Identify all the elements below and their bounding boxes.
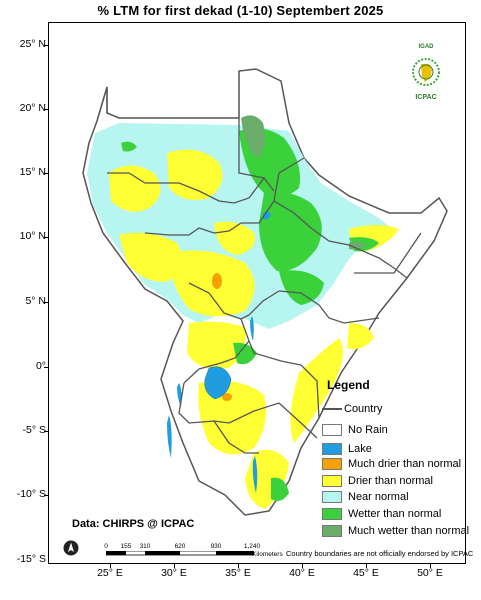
scale-unit: Kilometers — [252, 551, 283, 558]
legend-swatch — [322, 458, 342, 470]
scale-bar: 0 155 310 620 930 1,240 — [104, 543, 284, 563]
disclaimer: Country boundaries are not officially en… — [286, 549, 474, 558]
lat-label: 10° N — [19, 230, 46, 242]
legend-label: Lake — [348, 443, 372, 455]
map-frame — [48, 22, 466, 564]
lat-label: 15° N — [19, 166, 46, 178]
legend-title: Legend — [327, 378, 370, 392]
lon-label: 30° E — [161, 567, 187, 579]
legend-swatch — [322, 525, 342, 537]
legend-label: Drier than normal — [348, 475, 433, 487]
legend-label: Near normal — [348, 491, 409, 503]
lat-label: 5° N — [25, 295, 46, 307]
scale-label: 0 — [104, 543, 108, 550]
lon-label: 45° E — [353, 567, 379, 579]
lat-label: 20° N — [19, 102, 46, 114]
legend-item-wetter: Wetter than normal — [322, 507, 441, 521]
legend-item-near-normal: Near normal — [322, 490, 409, 504]
igad-emblem-icon — [412, 58, 440, 86]
map-title: % LTM for first dekad (1-10) Septembert … — [97, 3, 384, 18]
logo-bottom-text: ICPAC — [415, 94, 437, 101]
legend-item-lake: Lake — [322, 442, 372, 456]
lon-label: 50° E — [417, 567, 443, 579]
legend-swatch — [322, 508, 342, 520]
legend-item-drier: Drier than normal — [322, 474, 433, 488]
scale-label: 310 — [139, 543, 151, 550]
legend-label: Much drier than normal — [348, 458, 462, 470]
legend-swatch — [322, 443, 342, 455]
lat-label: -15° S — [16, 553, 46, 565]
country-line-symbol — [322, 408, 342, 410]
logo-top-text: IGAD — [418, 44, 434, 50]
lon-label: 40° E — [289, 567, 315, 579]
legend-swatch — [322, 491, 342, 503]
scale-label: 930 — [210, 543, 222, 550]
legend-label: Wetter than normal — [348, 508, 442, 520]
scale-label: 620 — [174, 543, 186, 550]
data-source: Data: CHIRPS @ ICPAC — [72, 518, 195, 530]
lon-label: 35° E — [225, 567, 251, 579]
legend-country: Country — [322, 402, 383, 416]
scale-bar-graphic — [106, 551, 254, 556]
legend-swatch — [322, 475, 342, 487]
lat-label: 25° N — [19, 38, 46, 50]
igad-logo: IGAD ICPAC — [402, 44, 450, 104]
lat-label: 0° — [35, 360, 46, 372]
legend-swatch — [322, 424, 342, 436]
legend-item-much-wetter: Much wetter than normal — [322, 524, 469, 538]
legend-label: Country — [344, 403, 383, 415]
lon-label: 25° E — [97, 567, 123, 579]
legend-item-no-rain: No Rain — [322, 423, 388, 437]
rainfall-map — [82, 68, 448, 516]
scale-label: 155 — [120, 543, 132, 550]
lat-label: -5° S — [22, 424, 46, 436]
legend-label: No Rain — [348, 424, 388, 436]
legend-item-much-drier: Much drier than normal — [322, 457, 461, 471]
legend-label: Much wetter than normal — [348, 525, 470, 537]
north-arrow-icon — [63, 540, 79, 556]
scale-label: 1,240 — [243, 543, 261, 550]
lat-label: -10° S — [16, 488, 46, 500]
